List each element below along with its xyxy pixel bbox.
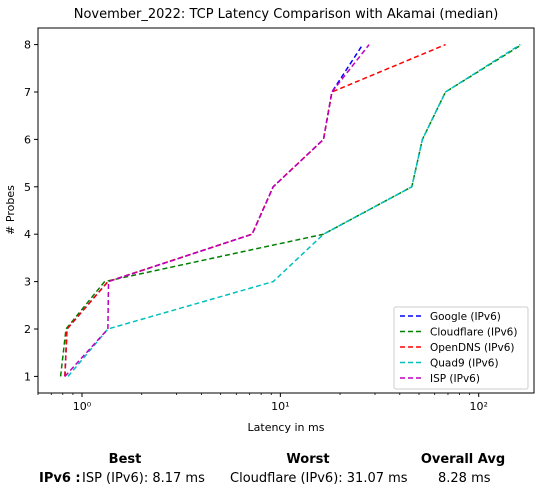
best-value: ISP (IPv6): 8.17 ms (82, 471, 205, 486)
row-label-ipv6: IPv6 : (39, 471, 81, 486)
worst-value: Cloudflare (IPv6): 31.07 ms (230, 471, 408, 486)
axis-ticks: 1 2 3 4 5 6 7 8 10⁰ 10¹ 10² (24, 39, 488, 413)
legend-label-5: ISP (IPv6) (430, 373, 480, 385)
chart-title: November_2022: TCP Latency Comparison wi… (74, 7, 499, 22)
overall-avg-value: 8.28 ms (438, 471, 491, 486)
legend-label-3: OpenDNS (IPv6) (430, 342, 515, 354)
legend-label-2: Cloudflare (IPv6) (430, 327, 517, 339)
y-tick-label-5: 5 (24, 181, 31, 194)
x-axis-label: Latency in ms (248, 421, 325, 434)
x-tick-label-10: 10¹ (271, 400, 289, 413)
y-tick-label-3: 3 (24, 276, 31, 289)
overall-avg-header: Overall Avg (420, 452, 506, 467)
plot-frame (37, 27, 535, 394)
series-line-3 (64, 43, 446, 377)
y-tick-label-8: 8 (24, 39, 31, 52)
y-tick-label-4: 4 (24, 228, 31, 241)
series-line-2 (59, 43, 523, 377)
legend: Google (IPv6) Cloudflare (IPv6) OpenDNS (I… (393, 306, 529, 390)
series-line-4 (67, 43, 521, 377)
worst-header: Worst (286, 452, 330, 467)
best-header: Best (108, 452, 142, 467)
y-tick-label-7: 7 (24, 86, 31, 99)
legend-box (393, 306, 529, 390)
legend-label-4: Quad9 (IPv6) (430, 358, 499, 370)
y-axis-label: # Probes (4, 185, 17, 235)
series-line-5 (64, 44, 370, 377)
latency-chart: November_2022: TCP Latency Comparison wi… (4, 7, 535, 434)
series-line-1 (64, 44, 364, 377)
summary-table: Best Worst Overall Avg IPv6 : ISP (IPv6)… (0, 448, 541, 494)
legend-label-1: Google (IPv6) (430, 311, 501, 323)
series-lines (59, 43, 523, 377)
y-tick-label-1: 1 (24, 370, 31, 383)
y-tick-label-2: 2 (24, 323, 31, 336)
y-tick-label-6: 6 (24, 133, 31, 146)
x-tick-label-100: 10² (469, 400, 487, 413)
x-tick-label-1: 10⁰ (73, 400, 92, 413)
